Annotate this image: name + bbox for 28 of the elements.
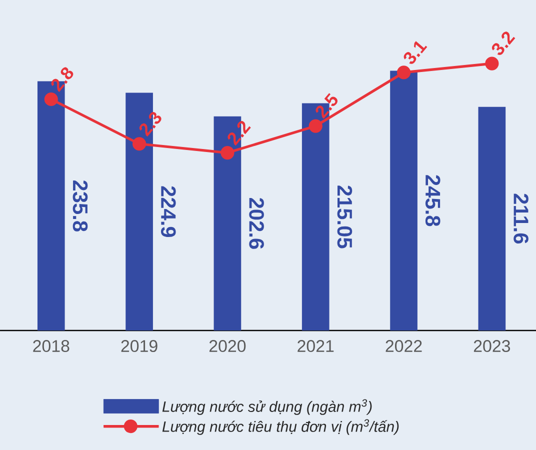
point — [132, 137, 146, 151]
x-tick-label: 2023 — [474, 340, 510, 352]
legend-label: Lượng nước sử dụng (ngàn m$^{3}$) — [162, 399, 372, 415]
data-label: 3.2 — [492, 32, 516, 55]
data-label: 215.05 — [337, 186, 352, 248]
x-tick-label: 2022 — [386, 340, 422, 352]
x-tick-label: 2020 — [209, 340, 246, 352]
point — [485, 56, 499, 70]
point — [308, 119, 322, 133]
legend-label: Lượng nước tiêu thụ đơn vị (m$^{3}$/tấn) — [162, 419, 399, 435]
data-label: 2.2 — [228, 121, 251, 146]
data-label: 202.6 — [249, 198, 264, 249]
x-tick-label: 2018 — [33, 340, 70, 352]
data-label: 2.8 — [51, 67, 74, 92]
bar — [390, 70, 418, 331]
point — [396, 66, 411, 80]
data-label: 211.6 — [514, 194, 528, 244]
data-label: 2.3 — [139, 112, 162, 137]
x-tick-label: 2021 — [298, 340, 334, 352]
point — [220, 146, 234, 160]
bar — [478, 106, 506, 331]
data-label: 3.1 — [404, 41, 428, 64]
data-label: 245.8 — [425, 175, 440, 226]
point — [44, 92, 58, 106]
data-label: 224.9 — [160, 186, 176, 238]
data-label: 2.5 — [316, 93, 338, 119]
x-tick-label: 2019 — [121, 340, 158, 352]
data-label: 235.8 — [72, 180, 88, 232]
